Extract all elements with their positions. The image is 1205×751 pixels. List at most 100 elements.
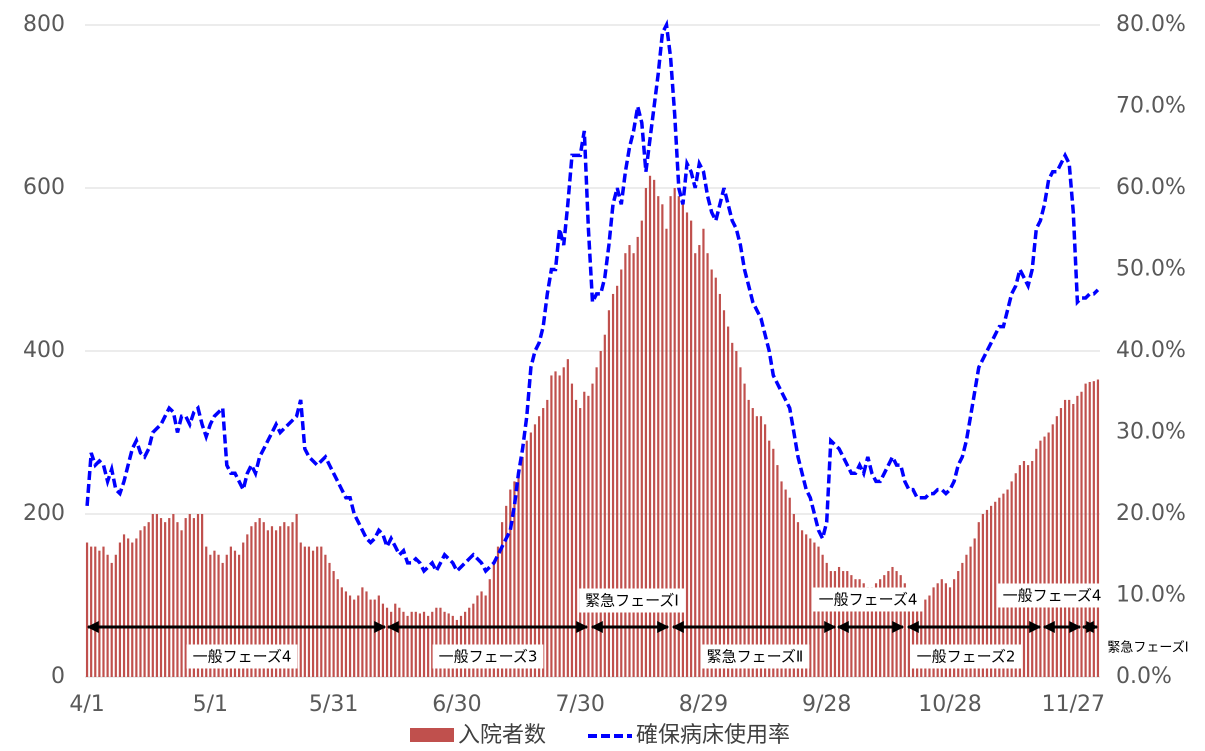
bar bbox=[213, 550, 216, 677]
bar bbox=[476, 595, 479, 677]
bar bbox=[624, 253, 627, 677]
bar bbox=[583, 391, 586, 677]
bar bbox=[159, 518, 163, 677]
bar bbox=[620, 269, 623, 677]
bar bbox=[829, 571, 832, 677]
bar bbox=[981, 514, 984, 677]
bar bbox=[270, 526, 274, 677]
bar bbox=[731, 342, 734, 677]
bar bbox=[1080, 391, 1083, 677]
bar bbox=[681, 204, 685, 678]
bar bbox=[632, 253, 635, 677]
legend-label: 入院者数 bbox=[458, 723, 546, 747]
bar bbox=[653, 179, 656, 677]
bar bbox=[353, 599, 356, 677]
bar bbox=[299, 542, 302, 677]
bar bbox=[698, 245, 701, 678]
bar bbox=[821, 554, 824, 677]
bar bbox=[192, 518, 195, 677]
bar bbox=[266, 530, 269, 677]
y-tick-label: 200 bbox=[23, 501, 65, 526]
phase-label: 緊急フェーズⅠ bbox=[1107, 640, 1188, 656]
bar bbox=[472, 603, 475, 677]
bar bbox=[772, 448, 775, 677]
bar bbox=[320, 546, 323, 677]
bar bbox=[443, 611, 446, 677]
bar bbox=[209, 554, 212, 677]
bar bbox=[406, 615, 409, 677]
y2-tick-label: 30.0% bbox=[1116, 420, 1186, 445]
bar bbox=[1039, 440, 1042, 677]
bar bbox=[891, 566, 894, 677]
bar bbox=[747, 399, 750, 677]
bar bbox=[714, 277, 717, 677]
bar bbox=[743, 383, 746, 677]
bar bbox=[274, 530, 278, 677]
bar bbox=[357, 595, 360, 677]
bar bbox=[435, 607, 438, 677]
bar bbox=[566, 359, 569, 677]
bar bbox=[332, 571, 335, 677]
bar bbox=[533, 424, 537, 677]
bar bbox=[718, 293, 721, 677]
bar bbox=[636, 236, 639, 677]
bar bbox=[809, 538, 812, 677]
bar bbox=[833, 571, 837, 677]
bar bbox=[464, 611, 467, 677]
bar bbox=[661, 204, 664, 678]
bar bbox=[201, 514, 204, 677]
bar bbox=[492, 562, 495, 677]
bar bbox=[1068, 399, 1071, 677]
phase-label: 一般フェーズ3 bbox=[439, 648, 538, 666]
bar bbox=[969, 546, 972, 677]
bar bbox=[279, 526, 282, 677]
bar bbox=[825, 562, 828, 677]
bar bbox=[176, 522, 179, 677]
bar bbox=[127, 538, 130, 677]
bar bbox=[307, 546, 311, 677]
bar bbox=[1051, 424, 1054, 677]
bar bbox=[114, 554, 117, 677]
bar bbox=[1055, 416, 1058, 677]
x-tick-label: 8/29 bbox=[679, 692, 728, 717]
bar bbox=[283, 522, 286, 677]
bar bbox=[295, 514, 298, 677]
bar bbox=[233, 550, 237, 677]
bar bbox=[800, 530, 804, 677]
bar bbox=[480, 591, 483, 677]
bar bbox=[513, 481, 516, 677]
bar bbox=[759, 416, 763, 677]
y2-tick-label: 80.0% bbox=[1116, 12, 1186, 37]
bar bbox=[1084, 383, 1087, 677]
x-tick-label: 9/28 bbox=[802, 692, 851, 717]
bar bbox=[1096, 379, 1100, 677]
phase-label-box bbox=[1101, 636, 1195, 659]
bar bbox=[694, 253, 697, 677]
bar bbox=[751, 408, 754, 677]
bar bbox=[324, 554, 327, 677]
bar bbox=[517, 473, 520, 677]
bar bbox=[180, 530, 183, 677]
bar bbox=[611, 293, 615, 677]
bar bbox=[402, 611, 405, 677]
bar bbox=[1022, 461, 1026, 677]
bar bbox=[394, 603, 397, 677]
y-tick-label: 400 bbox=[23, 338, 65, 363]
bar bbox=[291, 522, 294, 677]
phase-label-box bbox=[579, 588, 685, 613]
bar bbox=[546, 399, 549, 677]
bar bbox=[961, 562, 964, 677]
bar bbox=[287, 526, 290, 677]
bar bbox=[1072, 403, 1075, 677]
bar bbox=[262, 522, 265, 677]
bar bbox=[311, 550, 315, 677]
bar bbox=[924, 599, 927, 677]
bar bbox=[1059, 408, 1063, 677]
bar bbox=[616, 285, 619, 677]
bar bbox=[607, 310, 611, 677]
bar bbox=[172, 514, 175, 677]
bar bbox=[1076, 395, 1079, 677]
bar bbox=[990, 505, 993, 677]
bar bbox=[603, 334, 606, 677]
